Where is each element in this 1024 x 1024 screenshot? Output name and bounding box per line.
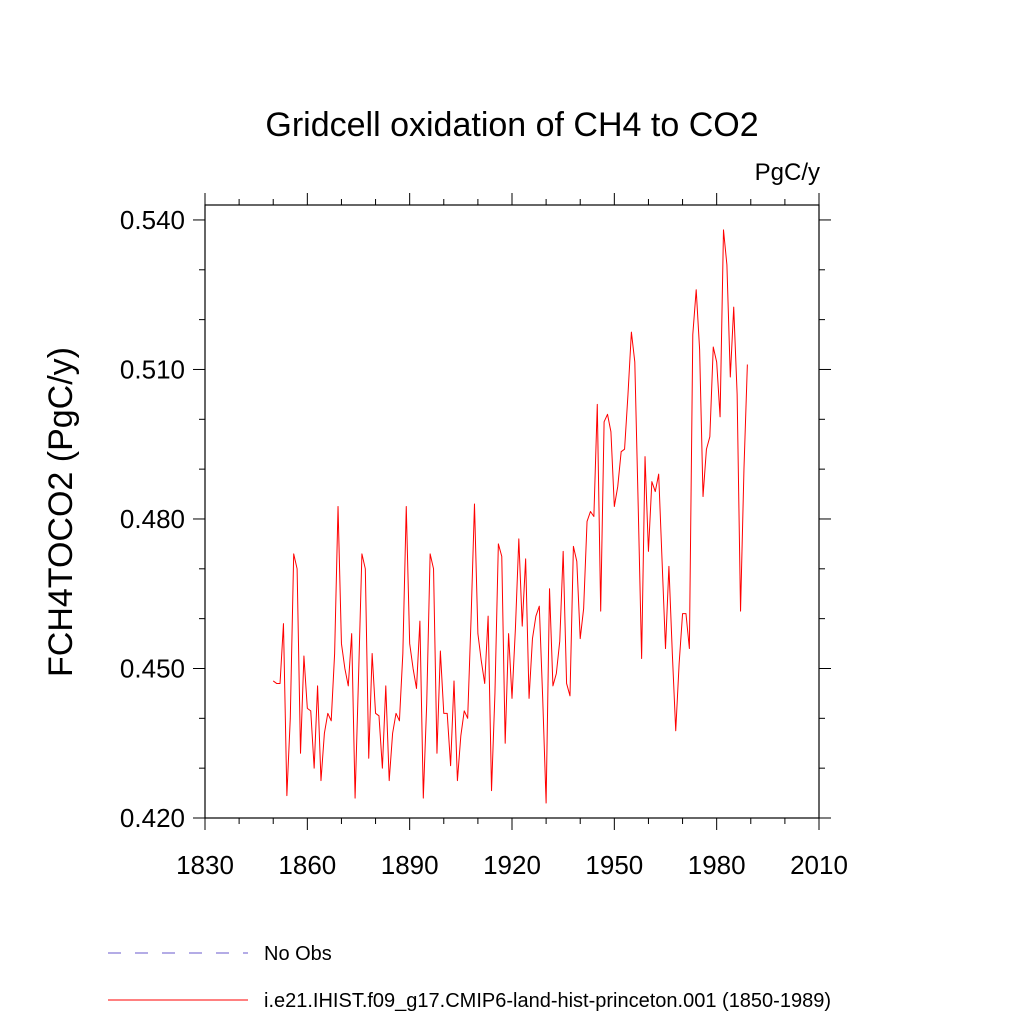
legend: No Obs i.e21.IHIST.f09_g17.CMIP6-land-hi… (108, 943, 831, 1012)
legend-model-label: i.e21.IHIST.f09_g17.CMIP6-land-hist-prin… (264, 990, 831, 1012)
y-tick-label: 0.480 (120, 504, 185, 534)
series-group (272, 229, 748, 804)
y-tick-label: 0.540 (120, 205, 185, 235)
x-tick-label: 1920 (483, 850, 541, 880)
y-tick-label: 0.420 (120, 803, 185, 833)
chart-title: Gridcell oxidation of CH4 to CO2 (265, 106, 758, 144)
y-tick-label: 0.450 (120, 653, 185, 683)
x-tick-label: 1830 (176, 850, 234, 880)
x-tick-label: 1980 (688, 850, 746, 880)
legend-obs-label: No Obs (264, 943, 332, 965)
tick-labels: 1830 1860 1890 1920 1950 1980 2010 0.420 0.450 0.… (120, 205, 848, 880)
y-axis-label: FCH4TOCO2 (PgC/y) (42, 347, 80, 677)
x-tick-label: 1890 (381, 850, 439, 880)
axis-ticks (193, 193, 831, 830)
units-label: PgC/y (755, 159, 820, 186)
plot-frame (204, 204, 820, 819)
x-tick-label: 1860 (278, 850, 336, 880)
series-line-0 (272, 229, 748, 804)
x-tick-label: 1950 (585, 850, 643, 880)
x-tick-label: 2010 (790, 850, 848, 880)
y-tick-label: 0.510 (120, 354, 185, 384)
